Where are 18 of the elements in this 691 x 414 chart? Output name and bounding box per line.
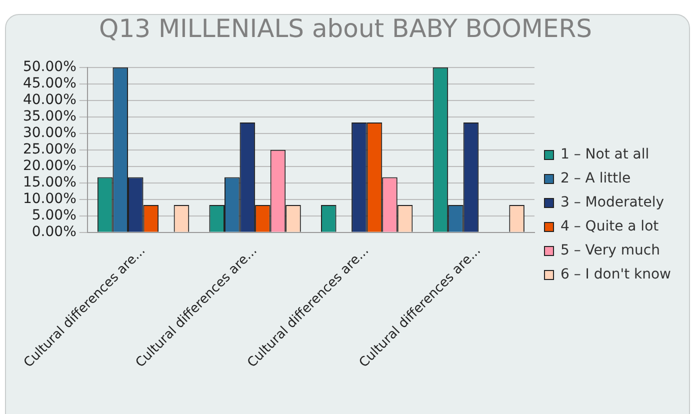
legend-label: 3 – Moderately: [560, 194, 664, 211]
chart-title: Q13 MILLENIALS about BABY BOOMERS: [98, 14, 593, 43]
y-tick-label: 10.00%: [22, 191, 76, 208]
legend-label: 1 – Not at all: [560, 146, 650, 163]
y-tick-label: 25.00%: [22, 142, 76, 158]
legend-label: 6 – I don't know: [560, 266, 672, 283]
y-tick-label: 35.00%: [22, 108, 76, 125]
y-tick-label: 0.00%: [32, 224, 76, 240]
legend-label: 4 – Quite a lot: [560, 218, 660, 235]
y-tick-label: 50.00%: [22, 59, 76, 76]
y-tick-label: 30.00%: [22, 125, 76, 142]
y-tick-label: 15.00%: [22, 174, 76, 191]
y-tick-label: 20.00%: [22, 158, 76, 174]
y-tick-label: 45.00%: [22, 76, 76, 92]
legend-label: 2 – A little: [560, 170, 631, 187]
legend-label: 5 – Very much: [560, 242, 660, 259]
y-tick-label: 5.00%: [32, 208, 76, 224]
y-tick-label: 40.00%: [22, 92, 76, 108]
